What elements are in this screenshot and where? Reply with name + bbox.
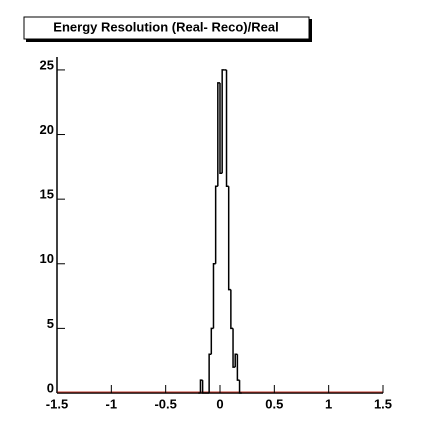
y-tick-label: 15 xyxy=(40,187,54,202)
histogram-bin xyxy=(219,82,223,175)
y-tick-label: 10 xyxy=(40,251,54,266)
x-tick-label: -0.5 xyxy=(154,396,176,411)
histogram-bin xyxy=(214,185,218,264)
y-tick-label: 25 xyxy=(40,57,54,72)
histogram-bin xyxy=(227,186,231,291)
x-tick-label: 1 xyxy=(325,396,332,411)
y-tick-label: 0 xyxy=(47,380,54,395)
chart-title: Energy Resolution (Real- Reco)/Real xyxy=(53,19,278,34)
histogram-bin xyxy=(232,328,236,368)
x-tick-label: -1 xyxy=(106,396,118,411)
title-box-shadow xyxy=(309,19,312,41)
x-tick-label: 1.5 xyxy=(374,396,392,411)
histogram-bin xyxy=(208,353,212,393)
histogram-bin xyxy=(201,380,205,394)
x-tick-label: -1.5 xyxy=(46,396,68,411)
title-box-shadow xyxy=(26,39,312,42)
y-tick-label: 5 xyxy=(47,316,54,331)
y-tick-label: 20 xyxy=(40,122,54,137)
x-tick-label: 0 xyxy=(216,396,223,411)
histogram-bin xyxy=(210,327,214,355)
histogram-bin xyxy=(238,380,242,394)
x-tick-label: 0.5 xyxy=(265,396,283,411)
histogram-bin xyxy=(221,69,225,174)
